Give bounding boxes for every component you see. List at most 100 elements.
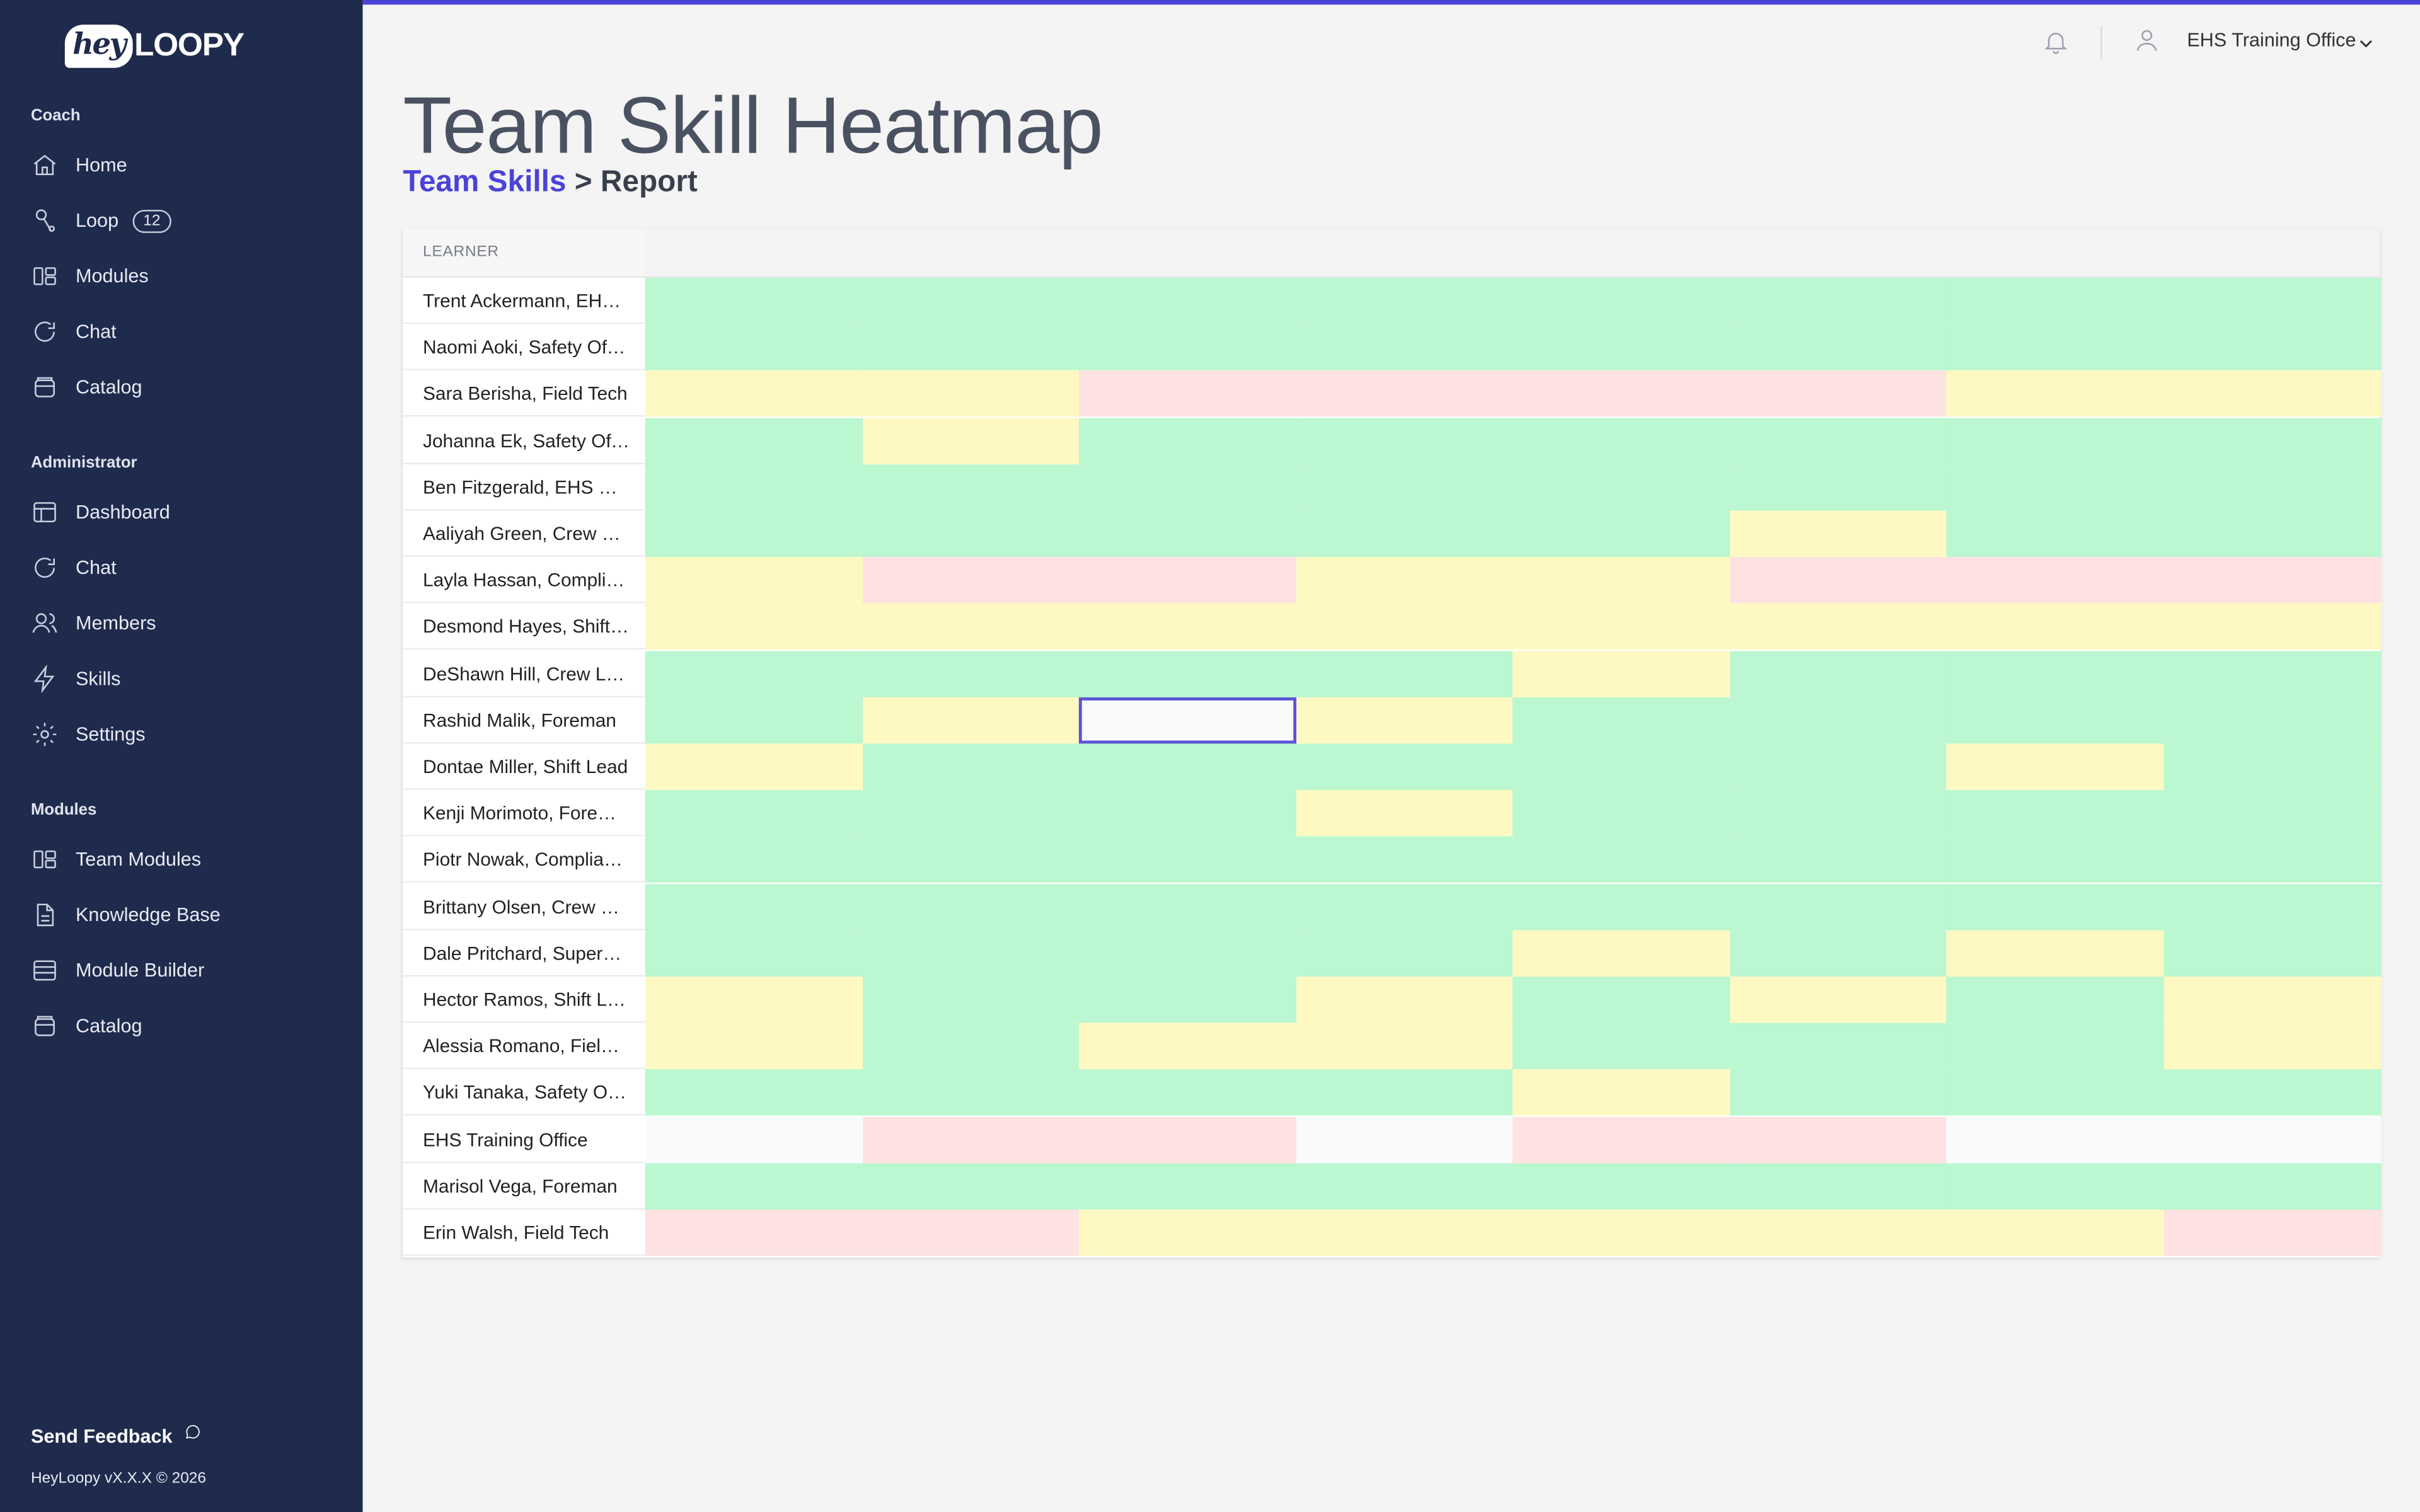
heatmap-cell[interactable] (1512, 743, 1731, 790)
heatmap-cell[interactable] (861, 883, 1080, 930)
heatmap-cell[interactable] (1295, 1163, 1514, 1210)
heatmap-cell[interactable] (645, 837, 863, 883)
heatmap-cell[interactable] (1295, 324, 1514, 371)
heatmap-cell[interactable] (645, 1116, 863, 1163)
heatmap-cell[interactable] (645, 510, 863, 558)
learner-name[interactable]: Marisol Vega, Foreman (403, 1163, 645, 1210)
heatmap-cell[interactable] (645, 1163, 863, 1210)
heatmap-cell[interactable] (1729, 604, 1947, 650)
heatmap-cell[interactable] (861, 976, 1080, 1023)
heatmap-cell[interactable] (1295, 837, 1514, 883)
learner-name[interactable]: Ben Fitzgerald, EHS Manager (403, 464, 645, 511)
heatmap-cell[interactable] (1295, 883, 1514, 930)
heatmap-cell[interactable] (1078, 370, 1297, 418)
heatmap-cell[interactable] (1512, 510, 1731, 558)
heatmap-cell[interactable] (1078, 1023, 1297, 1070)
heatmap-cell[interactable] (645, 1210, 863, 1256)
heatmap-cell[interactable] (861, 1023, 1080, 1070)
heatmap-cell[interactable] (1295, 1070, 1514, 1116)
heatmap-cell[interactable] (645, 1070, 863, 1116)
notifications-bell-icon[interactable] (2042, 28, 2070, 55)
heatmap-cell[interactable] (645, 697, 863, 743)
learner-name[interactable]: Kenji Morimoto, Foreman (403, 790, 645, 837)
heatmap-cell[interactable] (1946, 1116, 2164, 1163)
heatmap-cell[interactable] (1729, 417, 1947, 464)
heatmap-cell[interactable] (1295, 976, 1514, 1023)
heatmap-cell[interactable] (861, 790, 1080, 837)
heatmap-cell[interactable] (1729, 324, 1947, 371)
sidebar-item-modules[interactable]: Modules (31, 258, 340, 295)
heatmap-cell[interactable] (1946, 510, 2164, 558)
learner-name[interactable]: Dontae Miller, Shift Lead (403, 743, 645, 790)
heatmap-cell[interactable] (1729, 1210, 1947, 1256)
heatmap-cell[interactable] (861, 650, 1080, 697)
heatmap-cell[interactable] (1295, 790, 1514, 837)
heatmap-cell[interactable] (1946, 976, 2164, 1023)
heatmap-cell[interactable] (1729, 790, 1947, 837)
heyloopy-logo[interactable]: hey LOOPY (64, 18, 245, 74)
heatmap-cell[interactable] (645, 743, 863, 790)
heatmap-cell[interactable] (1946, 790, 2164, 837)
heatmap-cell[interactable] (1078, 604, 1297, 650)
heatmap-cell[interactable] (2163, 1116, 2381, 1163)
heatmap-cell[interactable] (1295, 1210, 1514, 1256)
heatmap-cell[interactable] (2163, 1023, 2381, 1070)
heatmap-cell[interactable] (1512, 277, 1731, 324)
heatmap-cell[interactable] (645, 417, 863, 464)
learner-name[interactable]: Layla Hassan, Compliance Officer (403, 558, 645, 604)
heatmap-cell[interactable] (1729, 976, 1947, 1023)
heatmap-cell[interactable] (1078, 930, 1297, 976)
heatmap-cell[interactable] (1946, 604, 2164, 650)
heatmap-cell[interactable] (861, 1116, 1080, 1163)
heatmap-cell[interactable] (1512, 650, 1731, 697)
heatmap-cell[interactable] (645, 370, 863, 418)
heatmap-cell[interactable] (2163, 976, 2381, 1023)
heatmap-cell[interactable] (2163, 324, 2381, 371)
heatmap-cell[interactable] (1078, 697, 1297, 743)
sidebar-item-loop[interactable]: Loop 12 (31, 202, 340, 239)
sidebar-item-chat[interactable]: Chat (31, 549, 340, 587)
heatmap-cell[interactable] (1078, 277, 1297, 324)
heatmap-cell[interactable] (645, 930, 863, 976)
sidebar-item-team-modules[interactable]: Team Modules (31, 841, 340, 878)
heatmap-cell[interactable] (1295, 743, 1514, 790)
sidebar-item-knowledge-base[interactable]: Knowledge Base (31, 896, 340, 934)
heatmap-cell[interactable] (645, 464, 863, 511)
send-feedback-button[interactable]: Send Feedback (31, 1425, 202, 1447)
heatmap-cell[interactable] (2163, 930, 2381, 976)
sidebar-item-dashboard[interactable]: Dashboard (31, 494, 340, 531)
heatmap-cell[interactable] (861, 837, 1080, 883)
heatmap-cell[interactable] (1946, 1023, 2164, 1070)
heatmap-cell[interactable] (1512, 697, 1731, 743)
heatmap-cell[interactable] (1512, 557, 1731, 604)
heatmap-cell[interactable] (861, 370, 1080, 418)
heatmap-cell[interactable] (2163, 837, 2381, 883)
heatmap-cell[interactable] (1078, 743, 1297, 790)
heatmap-cell[interactable] (1946, 743, 2164, 790)
heatmap-cell[interactable] (1295, 464, 1514, 511)
heatmap-cell[interactable] (1946, 464, 2164, 511)
learner-name[interactable]: Naomi Aoki, Safety Officer (403, 324, 645, 371)
sidebar-item-settings[interactable]: Settings (31, 716, 340, 753)
heatmap-cell[interactable] (1946, 883, 2164, 930)
heatmap-cell[interactable] (1078, 324, 1297, 371)
heatmap-cell[interactable] (1078, 417, 1297, 464)
learner-name[interactable]: EHS Training Office (403, 1116, 645, 1163)
heatmap-cell[interactable] (861, 930, 1080, 976)
heatmap-cell[interactable] (1512, 930, 1731, 976)
heatmap-cell[interactable] (1295, 510, 1514, 558)
heatmap-cell[interactable] (1729, 930, 1947, 976)
heatmap-cell[interactable] (1729, 883, 1947, 930)
heatmap-cell[interactable] (1078, 883, 1297, 930)
sidebar-item-module-builder[interactable]: Module Builder (31, 952, 340, 989)
heatmap-cell[interactable] (1512, 1163, 1731, 1210)
heatmap-cell[interactable] (1946, 837, 2164, 883)
learner-name[interactable]: Rashid Malik, Foreman (403, 697, 645, 743)
heatmap-cell[interactable] (1729, 697, 1947, 743)
heatmap-cell[interactable] (1946, 277, 2164, 324)
learner-name[interactable]: Sara Berisha, Field Tech (403, 371, 645, 418)
heatmap-cell[interactable] (1946, 1163, 2164, 1210)
sidebar-item-catalog[interactable]: Catalog (31, 369, 340, 406)
heatmap-cell[interactable] (1946, 557, 2164, 604)
heatmap-cell[interactable] (1946, 1070, 2164, 1116)
